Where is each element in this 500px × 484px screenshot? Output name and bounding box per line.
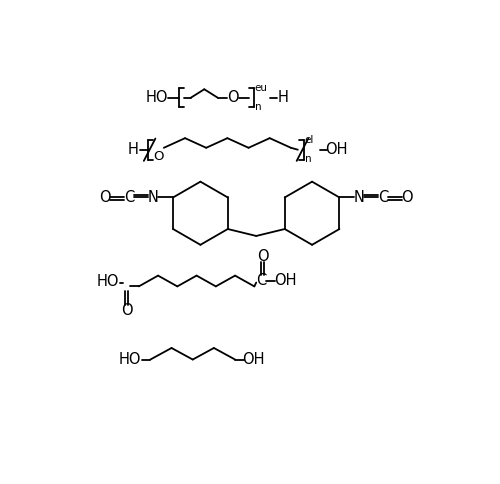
Text: OH: OH bbox=[274, 273, 296, 288]
Text: C: C bbox=[124, 190, 134, 205]
Text: O: O bbox=[100, 190, 111, 205]
Text: eu: eu bbox=[254, 83, 268, 93]
Text: H: H bbox=[278, 90, 288, 105]
Text: C: C bbox=[378, 190, 388, 205]
Text: C: C bbox=[256, 273, 266, 288]
Text: O: O bbox=[257, 249, 268, 264]
Text: el: el bbox=[305, 135, 314, 145]
Text: OH: OH bbox=[242, 352, 265, 367]
Text: HO: HO bbox=[118, 352, 141, 367]
Text: HO: HO bbox=[97, 274, 120, 289]
Text: OH: OH bbox=[325, 142, 347, 157]
Text: O: O bbox=[153, 150, 164, 163]
Text: n: n bbox=[305, 154, 312, 165]
Text: O: O bbox=[402, 190, 413, 205]
Text: HO: HO bbox=[145, 90, 168, 105]
Text: O: O bbox=[121, 303, 132, 318]
Text: N: N bbox=[148, 190, 158, 205]
Text: O: O bbox=[228, 90, 239, 105]
Text: H: H bbox=[128, 142, 139, 157]
Text: N: N bbox=[354, 190, 365, 205]
Text: n: n bbox=[254, 102, 262, 112]
